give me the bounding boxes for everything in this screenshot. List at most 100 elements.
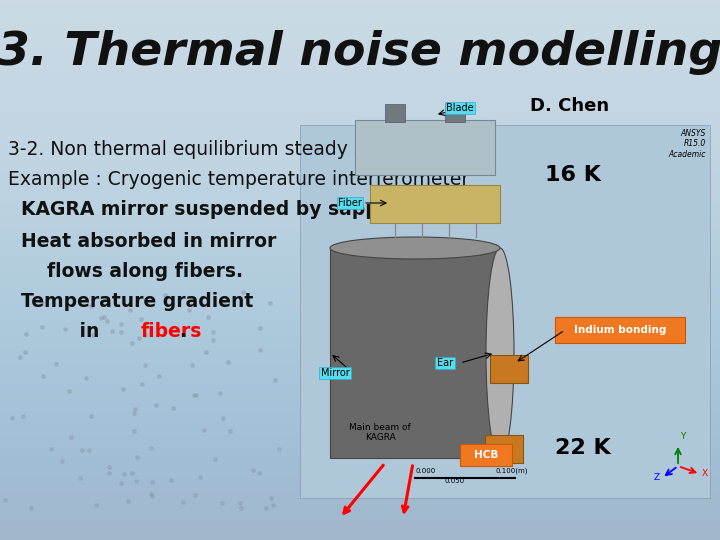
Text: ANSYS
R15.0
Academic: ANSYS R15.0 Academic bbox=[668, 129, 706, 159]
Bar bbox=[370, 185, 500, 223]
Point bbox=[145, 490, 157, 498]
Point bbox=[119, 469, 130, 478]
Point bbox=[137, 379, 148, 388]
Ellipse shape bbox=[486, 248, 514, 458]
Point bbox=[87, 330, 99, 339]
Point bbox=[146, 492, 158, 501]
Point bbox=[191, 390, 202, 399]
Point bbox=[115, 479, 127, 488]
Point bbox=[64, 387, 76, 395]
Point bbox=[98, 313, 109, 321]
Point bbox=[253, 323, 265, 332]
Text: Indium bonding: Indium bonding bbox=[574, 325, 666, 335]
Text: Example : Cryogenic temperature interferometer: Example : Cryogenic temperature interfer… bbox=[8, 170, 469, 189]
Point bbox=[126, 339, 138, 347]
Point bbox=[133, 334, 145, 342]
Point bbox=[194, 473, 206, 482]
Point bbox=[104, 468, 115, 477]
Point bbox=[215, 388, 226, 397]
Text: Y: Y bbox=[680, 432, 685, 441]
Text: flows along fibers.: flows along fibers. bbox=[8, 262, 243, 281]
Point bbox=[132, 453, 143, 461]
Point bbox=[37, 372, 49, 380]
Point bbox=[189, 490, 201, 499]
Point bbox=[128, 426, 140, 435]
Point bbox=[237, 287, 248, 296]
Point bbox=[207, 336, 218, 345]
Point bbox=[201, 347, 212, 356]
Ellipse shape bbox=[330, 237, 500, 259]
Point bbox=[57, 456, 68, 465]
Point bbox=[103, 462, 114, 471]
Bar bbox=[445, 104, 465, 122]
Point bbox=[160, 291, 171, 300]
Point bbox=[86, 411, 97, 420]
Bar bbox=[330, 248, 500, 458]
Text: Main beam of
KAGRA: Main beam of KAGRA bbox=[349, 423, 411, 442]
Point bbox=[65, 433, 76, 441]
Point bbox=[37, 299, 48, 307]
Point bbox=[222, 357, 234, 366]
Point bbox=[59, 325, 71, 334]
Point bbox=[145, 444, 157, 453]
Text: fibers: fibers bbox=[141, 322, 202, 341]
Point bbox=[254, 346, 266, 354]
Point bbox=[19, 348, 31, 356]
Point bbox=[273, 445, 284, 454]
Text: in: in bbox=[8, 322, 106, 341]
Point bbox=[115, 328, 127, 336]
Text: 0.100(m): 0.100(m) bbox=[495, 468, 528, 475]
Text: KAGRA mirror suspended by sapphire fibers: KAGRA mirror suspended by sapphire fiber… bbox=[8, 200, 489, 219]
Bar bbox=[355, 120, 495, 175]
Point bbox=[76, 446, 88, 454]
Point bbox=[74, 473, 86, 482]
Point bbox=[6, 413, 18, 422]
Point bbox=[210, 455, 221, 464]
Point bbox=[0, 496, 11, 504]
Point bbox=[84, 446, 95, 455]
Point bbox=[90, 501, 102, 509]
Point bbox=[248, 466, 259, 475]
Bar bbox=[300, 125, 710, 498]
Point bbox=[80, 374, 91, 382]
Point bbox=[267, 501, 279, 509]
Point bbox=[188, 391, 199, 400]
Text: 0.000: 0.000 bbox=[415, 468, 436, 474]
Point bbox=[207, 328, 218, 336]
Text: D. Chen: D. Chen bbox=[530, 97, 609, 115]
Point bbox=[130, 476, 142, 485]
Point bbox=[167, 404, 179, 413]
Point bbox=[235, 503, 246, 512]
Text: 3-2. Non thermal equilibrium steady state: 3-2. Non thermal equilibrium steady stat… bbox=[8, 140, 402, 159]
Point bbox=[25, 504, 37, 512]
Text: Mirror: Mirror bbox=[320, 368, 349, 378]
Point bbox=[165, 476, 176, 485]
Point bbox=[184, 306, 195, 314]
Point bbox=[106, 327, 117, 335]
Point bbox=[253, 469, 264, 477]
Point bbox=[36, 323, 48, 332]
Point bbox=[122, 497, 133, 505]
Point bbox=[21, 329, 32, 338]
Bar bbox=[385, 104, 405, 122]
Text: 22 K: 22 K bbox=[555, 438, 611, 458]
Point bbox=[260, 504, 271, 513]
Text: X: X bbox=[702, 469, 708, 478]
Text: Temperature gradient: Temperature gradient bbox=[8, 292, 253, 311]
Bar bbox=[555, 317, 685, 343]
Text: 0.050: 0.050 bbox=[445, 478, 465, 484]
Point bbox=[234, 498, 246, 507]
Point bbox=[186, 361, 198, 369]
Point bbox=[202, 313, 213, 322]
Text: 3. Thermal noise modelling: 3. Thermal noise modelling bbox=[0, 30, 720, 75]
Point bbox=[96, 314, 107, 322]
Point bbox=[153, 372, 164, 381]
Point bbox=[50, 360, 61, 368]
Point bbox=[135, 315, 147, 324]
Point bbox=[129, 405, 140, 414]
Text: Ear: Ear bbox=[437, 358, 453, 368]
Point bbox=[217, 299, 229, 308]
Point bbox=[127, 409, 139, 417]
Point bbox=[145, 477, 157, 486]
Point bbox=[139, 361, 150, 369]
